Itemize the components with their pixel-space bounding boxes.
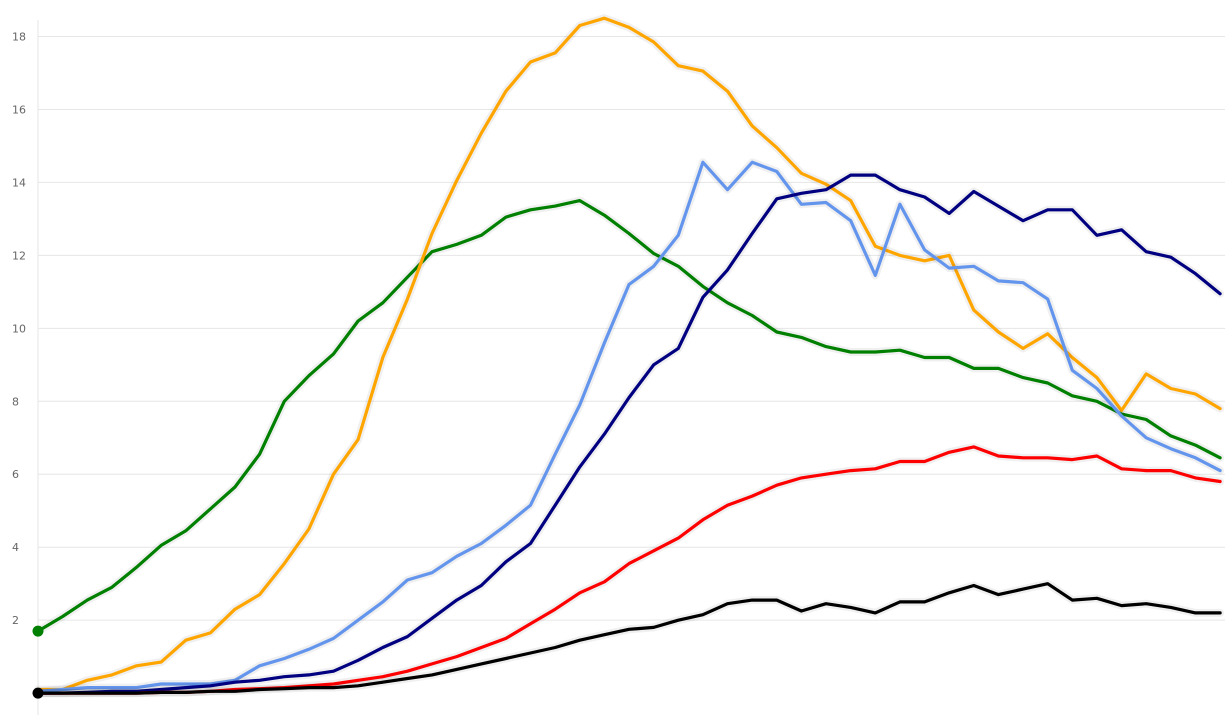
series-line-halo-3: [34, 171, 1225, 698]
marker-layer: [32, 625, 44, 699]
y-tick-label-6: 6: [12, 468, 19, 481]
y-tick-label-14: 14: [12, 176, 26, 189]
grid-layer: [37, 20, 1225, 715]
y-tick-label-16: 16: [12, 103, 26, 116]
y-tick-label-18: 18: [12, 30, 26, 43]
y-tick-label-12: 12: [12, 249, 26, 262]
y-axis-labels: 2 4 6 8 10 12 14 16 18: [12, 30, 26, 627]
series-line-2[interactable]: [36, 160, 1222, 693]
series-line-halo-5: [34, 579, 1225, 698]
y-tick-label-2: 2: [12, 614, 19, 627]
y-tick-label-8: 8: [12, 395, 19, 408]
series-line-halo-4: [34, 442, 1225, 698]
series-line-4[interactable]: [36, 445, 1222, 695]
y-tick-label-10: 10: [12, 322, 26, 335]
series-line-1[interactable]: [36, 16, 1222, 692]
series-line-halo-2: [34, 158, 1225, 696]
series-layer: [34, 14, 1225, 698]
series-line-0[interactable]: [36, 199, 1222, 633]
series-line-5[interactable]: [36, 582, 1222, 695]
y-tick-label-4: 4: [12, 541, 19, 554]
series-start-marker-5[interactable]: [32, 687, 44, 699]
series-line-3[interactable]: [36, 173, 1222, 695]
series-start-marker-0[interactable]: [32, 625, 44, 637]
